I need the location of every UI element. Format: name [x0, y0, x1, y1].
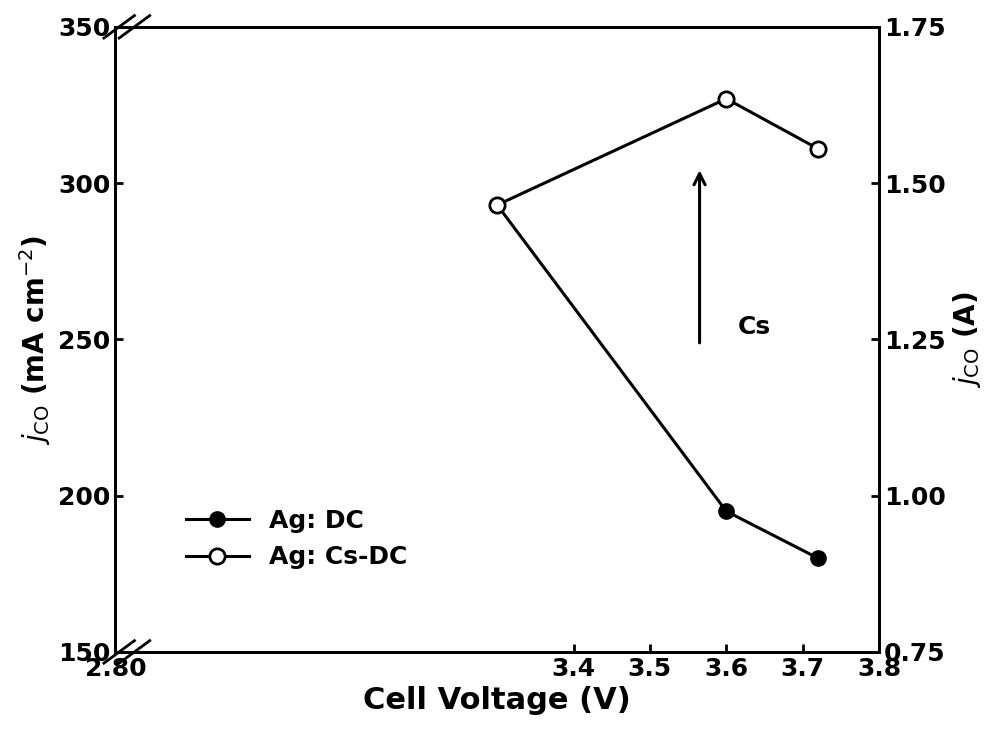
- Ag: Cs-DC: (3.6, 327): Cs-DC: (3.6, 327): [720, 94, 732, 103]
- Y-axis label: $j_{\mathrm{CO}}$ (mA cm$^{-2}$): $j_{\mathrm{CO}}$ (mA cm$^{-2}$): [17, 234, 53, 444]
- Y-axis label: $j_{\mathrm{CO}}$ (A): $j_{\mathrm{CO}}$ (A): [951, 291, 983, 388]
- Ag: DC: (3.6, 195): DC: (3.6, 195): [720, 507, 732, 515]
- Ag: DC: (3.3, 293): DC: (3.3, 293): [491, 201, 503, 209]
- X-axis label: Cell Voltage (V): Cell Voltage (V): [363, 687, 631, 715]
- Legend: Ag: DC, Ag: Cs-DC: Ag: DC, Ag: Cs-DC: [166, 489, 427, 589]
- Text: Cs: Cs: [738, 315, 771, 340]
- Ag: DC: (3.72, 180): DC: (3.72, 180): [812, 554, 824, 563]
- Ag: Cs-DC: (3.72, 311): Cs-DC: (3.72, 311): [812, 144, 824, 153]
- Ag: Cs-DC: (3.3, 293): Cs-DC: (3.3, 293): [491, 201, 503, 209]
- Line: Ag: DC: Ag: DC: [490, 198, 826, 566]
- Line: Ag: Cs-DC: Ag: Cs-DC: [490, 91, 826, 212]
